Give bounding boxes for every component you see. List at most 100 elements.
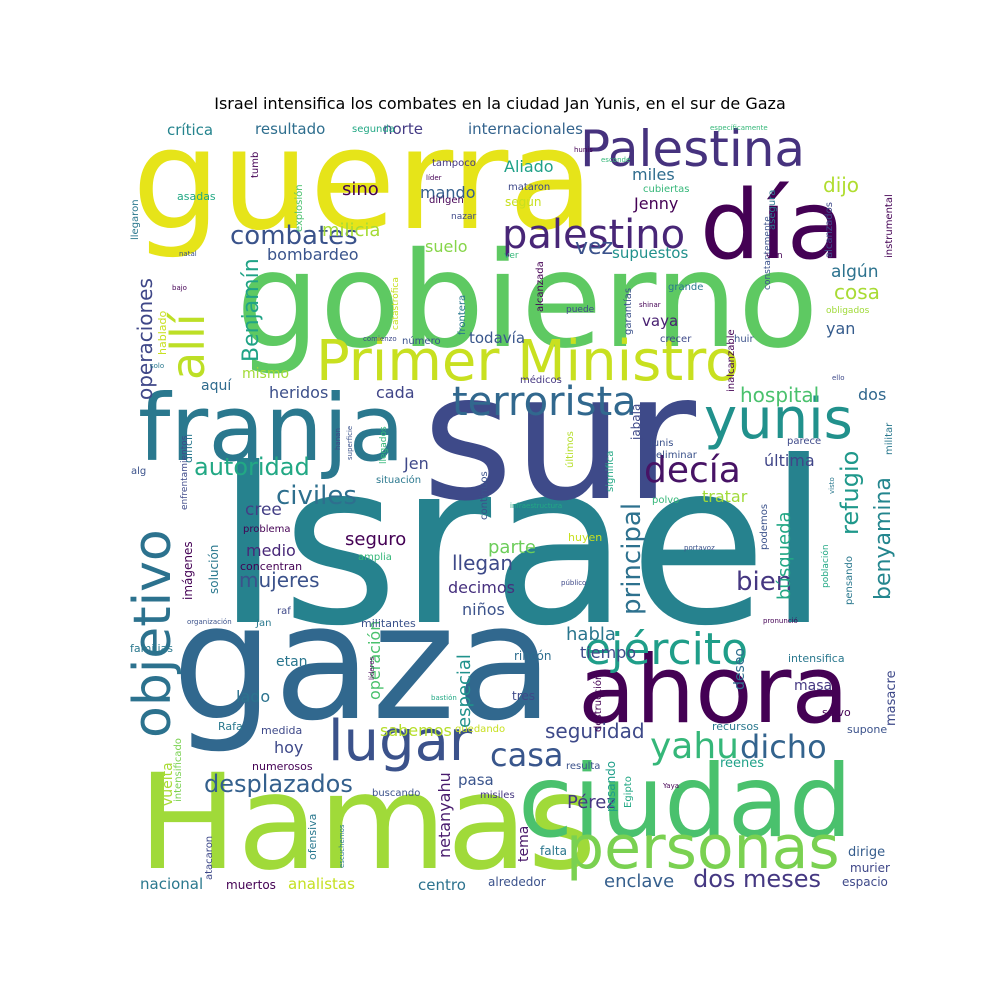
word-civiles: civiles [276,481,357,511]
word-israel: Israel [215,414,830,676]
word-crecer: crecer [660,334,692,345]
word-militar: militar [884,422,895,455]
word-resultado: resultado [255,120,325,138]
word-dos-meses: dos meses [693,865,821,893]
word-medida: medida [261,724,302,737]
word-hoy: hoy [274,738,303,757]
word-día: día [700,171,845,281]
word-mataron: mataron [508,182,550,193]
word-tumb: tumb [250,152,261,178]
word-allí: allí [161,312,215,380]
word-destrucción: destrucción [592,674,604,732]
word-número: número [402,335,441,347]
word-ello: ello [832,374,844,382]
word-niños: niños [462,600,505,619]
word-bastión: bastión [431,694,457,702]
word-líder: líder [426,174,442,182]
word-infraestructura: infraestructura [510,502,562,510]
word-refugio: refugio [836,451,864,535]
word-deseo: deseo [732,648,748,690]
word-yahu: yahu [650,726,739,767]
word-gaza: gaza [172,569,554,756]
word-operaciones: operaciones [133,278,157,400]
word-supuestos: supuestos [612,244,688,262]
word-ahora: ahora [578,636,849,745]
word-sino: sino [342,179,379,200]
word-salvo: salvo [822,706,851,719]
word-gobierno: gobierno [236,224,819,378]
word-llegados: llegados [379,426,389,464]
word-jabala: jabala [629,404,643,441]
word-dijo: dijo [823,173,859,197]
word-nacional: nacional [140,875,203,893]
word-llegan: llegan [452,551,513,575]
word-vuelta: vuelta [160,762,176,806]
word-puede: puede [566,305,595,315]
word-norte: norte [383,120,423,138]
word-egipto: Egipto [623,776,634,808]
word-imágenes: imágenes [181,541,195,600]
word-bien: bien [736,567,792,597]
word-llegaron: llegaron [130,199,141,240]
word-personas: personas [566,813,840,883]
word-podemos: podemos [759,504,770,550]
word-sur: sur [422,337,696,540]
word-población: población [820,544,831,588]
word-hablado: hablado [156,311,169,355]
word-constantemente: constantemente [763,216,773,290]
word-supone: supone [847,723,887,736]
word-aliado: Aliado [504,157,554,176]
word-ven: ven [766,251,783,261]
word-amplia: amplia [358,552,392,563]
word-etan: etan [276,654,308,670]
word-hanan: hanan [334,428,342,450]
word-hospital: hospital [740,383,819,407]
word-aquí: aquí [201,378,232,394]
word-tres: tres [512,689,535,703]
word-enfrentamientos: enfrentamientos [180,435,190,510]
word-pasando: pasando [604,761,618,812]
word-heridos: heridos [269,383,328,402]
word-cada: cada [376,383,415,402]
word-parte: parte [488,537,536,558]
word-yunis: yunis [704,387,853,452]
word-yan: yan [826,319,855,338]
word-netanyahu: netanyahu [435,772,454,858]
word-dos: dos [858,385,886,404]
word-vez: vez [575,235,613,260]
word-nazar: nazar [451,212,476,222]
word-internacionales: internacionales [468,120,583,138]
word-jan: Jan [255,618,271,629]
word-vaya: vaya [642,312,678,330]
word-esconde: esconde [601,156,630,164]
word-familias: familias [130,642,173,655]
word-palestina: Palestina [580,120,805,178]
word-ver: ver [504,251,519,261]
word-primer-ministro: Primer Ministro [316,329,739,394]
word-masa: masa [794,678,832,694]
word-murier: murier [850,861,890,875]
word-guerra: guerra [132,99,594,262]
word-segunda: segunda [352,124,395,135]
word-milicia: milicia [322,220,380,241]
word-hunis: hunis [574,146,593,154]
word-escuchemos: escuchemos [338,824,346,868]
word-misiles: misiles [480,790,515,801]
word-inalcanzable: inalcanzable [726,329,737,392]
word-tiempo: tiempo [580,643,636,662]
word-palestino: palestino [502,212,685,258]
word-autoridad: autoridad [194,453,310,481]
word-comienzo: comienzo [363,335,397,343]
word-todavía: todavía [469,329,525,347]
word-rafa: Rafa [218,720,243,733]
word-explosión: explosión [293,184,305,232]
word-buscando: buscando [372,788,420,799]
word-muertos: muertos [226,878,276,892]
word-decía: decía [644,450,741,491]
word-huir: huir [734,334,754,345]
word-combates: combates [230,221,358,251]
word-medio: medio [246,541,296,560]
word-frontera: frontera [457,295,468,335]
word-garantías: garantías [622,288,634,335]
word-casa: casa [490,736,563,774]
